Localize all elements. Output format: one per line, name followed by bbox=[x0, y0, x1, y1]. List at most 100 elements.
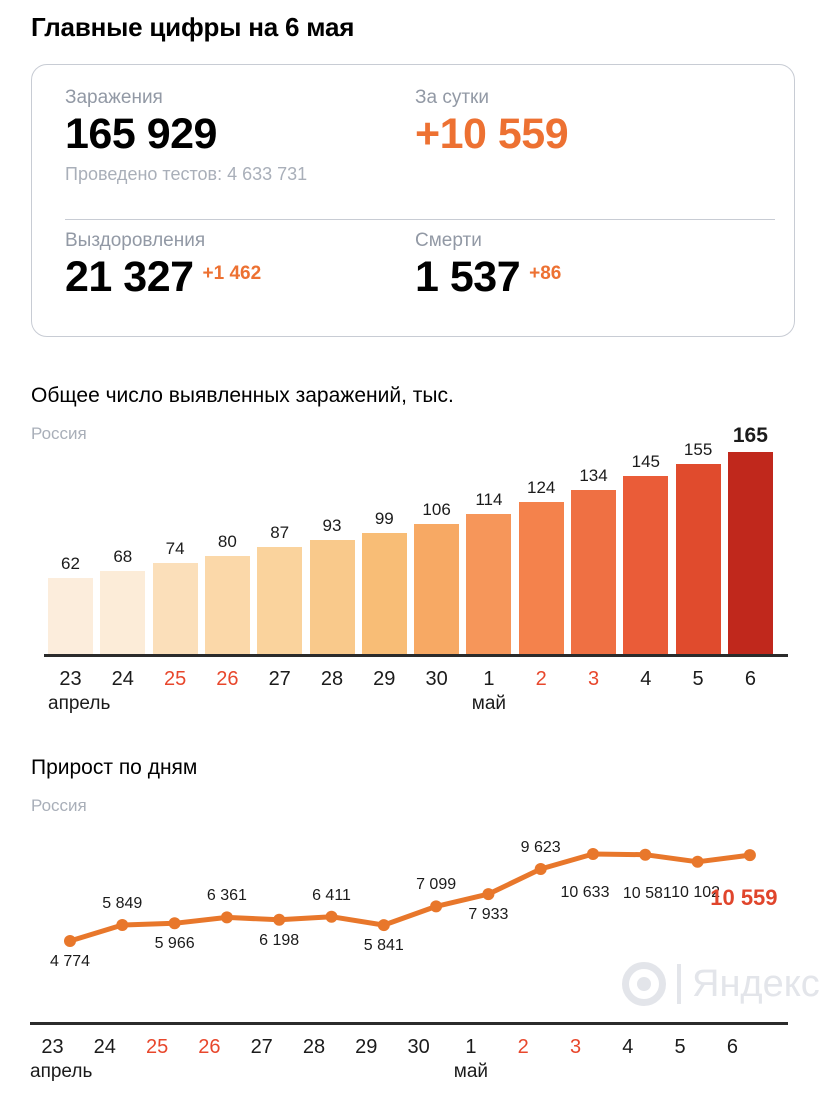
axis-day-label: 28 bbox=[320, 668, 344, 690]
axis-day-label: 4 bbox=[622, 1036, 634, 1058]
axis-day-label: 2 bbox=[517, 1036, 529, 1058]
bar-rect bbox=[571, 490, 616, 654]
axis-day-label: 25 bbox=[163, 668, 187, 690]
axis-day-label: 26 bbox=[198, 1036, 221, 1058]
bar-value-label: 68 bbox=[113, 547, 133, 566]
axis-tick: 5 bbox=[676, 666, 721, 692]
bar-value-label: 99 bbox=[374, 509, 394, 528]
line-data-point bbox=[116, 919, 129, 931]
metric-recovered: Выздоровления 21 327 +1 462 bbox=[65, 230, 261, 301]
axis-day-label: 24 bbox=[93, 1036, 116, 1058]
bar-value-label: 145 bbox=[631, 452, 660, 471]
bar-chart-subtitle: Россия bbox=[31, 424, 87, 443]
metric-daily-value: +10 559 bbox=[415, 110, 569, 158]
bar-value-label: 74 bbox=[165, 539, 185, 558]
line-value-label: 7 099 bbox=[416, 876, 457, 894]
axis-tick: 30 bbox=[396, 1034, 441, 1060]
axis-month-label: апрель bbox=[30, 1061, 93, 1082]
bar-value-label: 87 bbox=[270, 523, 290, 542]
bar-value-label: 93 bbox=[322, 516, 342, 535]
bar-rect bbox=[309, 540, 355, 654]
bar-chart-plot: 62 68 74 80 87 93 99 106 114 124 134 145 155 165 bbox=[48, 424, 780, 654]
axis-day-label: 3 bbox=[569, 1036, 582, 1058]
axis-tick: 27 bbox=[257, 666, 302, 692]
axis-tick: 23 апрель bbox=[48, 666, 111, 716]
bar-rect bbox=[466, 514, 512, 654]
bar-rect bbox=[152, 563, 198, 654]
axis-day-label: 23 bbox=[59, 668, 82, 690]
axis-day-label: 30 bbox=[407, 1036, 430, 1058]
axis-tick: 2 bbox=[519, 666, 564, 692]
axis-day-label: 25 bbox=[145, 1036, 169, 1058]
metric-recovered-label: Выздоровления bbox=[65, 230, 206, 251]
bar-value-label: 80 bbox=[217, 532, 237, 551]
line-data-point bbox=[220, 911, 233, 924]
axis-tick: 6 bbox=[728, 666, 773, 692]
axis-month-label: апрель bbox=[48, 693, 111, 714]
metric-recovered-value-group: 21 327 +1 462 bbox=[65, 252, 261, 301]
axis-tick: 26 bbox=[205, 666, 250, 692]
axis-day-label: 26 bbox=[216, 668, 239, 690]
axis-day-label: 4 bbox=[640, 668, 652, 690]
metric-deaths: Смерти 1 537 +86 bbox=[415, 230, 561, 301]
bar-rect bbox=[48, 578, 93, 654]
axis-tick: 1 май bbox=[448, 1034, 493, 1084]
line-chart-axis-labels: 23 апрель 24 25 26 27 28 29 30 1 май 2 3 4 5 6 bbox=[30, 1034, 770, 1094]
bar-chart-title: Общее число выявленных заражений, тыс. bbox=[31, 384, 454, 407]
axis-tick: 25 bbox=[153, 666, 198, 692]
summary-card: Заражения 165 929 Проведено тестов: 4 63… bbox=[31, 64, 795, 337]
axis-day-label: 28 bbox=[302, 1036, 326, 1058]
line-value-label: 6 411 bbox=[312, 886, 351, 904]
line-value-label: 6 198 bbox=[259, 931, 300, 949]
axis-day-label: 6 bbox=[744, 668, 756, 690]
line-value-label: 5 966 bbox=[154, 935, 195, 953]
bar-rect bbox=[675, 464, 721, 654]
axis-tick: 23 апрель bbox=[30, 1034, 93, 1084]
bar-value-label: 124 bbox=[527, 478, 556, 497]
line-value-label: 10 633 bbox=[560, 883, 610, 901]
axis-month-label: май bbox=[471, 693, 507, 714]
line-chart-subtitle: Россия bbox=[31, 796, 87, 815]
line-data-point bbox=[743, 849, 756, 862]
line-data-point bbox=[377, 919, 390, 932]
axis-tick: 30 bbox=[414, 666, 459, 692]
axis-tick: 24 bbox=[100, 666, 145, 692]
axis-day-label: 1 bbox=[465, 1036, 477, 1058]
axis-day-label: 27 bbox=[268, 668, 291, 690]
line-path bbox=[67, 851, 753, 944]
line-data-point bbox=[430, 900, 443, 913]
line-data-point bbox=[482, 888, 495, 901]
line-data-point bbox=[325, 910, 338, 923]
yandex-brand-label: Яндекс bbox=[692, 963, 820, 1005]
metric-tests-performed: Проведено тестов: 4 633 731 bbox=[65, 164, 308, 185]
axis-tick: 26 bbox=[187, 1034, 232, 1060]
axis-tick: 1 май bbox=[466, 666, 511, 716]
bar-value-label: 165 bbox=[732, 424, 768, 447]
axis-tick: 27 bbox=[239, 1034, 284, 1060]
line-value-label: 10 581 bbox=[622, 884, 672, 902]
axis-tick: 29 bbox=[362, 666, 407, 692]
axis-tick: 3 bbox=[553, 1034, 598, 1060]
axis-day-label: 29 bbox=[355, 1036, 378, 1058]
metric-daily: За сутки +10 559 bbox=[415, 87, 569, 158]
line-value-label: 4 774 bbox=[49, 952, 91, 970]
line-data-point bbox=[168, 917, 181, 930]
axis-tick: 6 bbox=[710, 1034, 755, 1060]
axis-tick: 2 bbox=[501, 1034, 546, 1060]
axis-day-label: 23 bbox=[41, 1036, 64, 1058]
yandex-watermark: Яндекс bbox=[622, 958, 820, 1010]
axis-day-label: 1 bbox=[483, 668, 495, 690]
bar-value-label: 134 bbox=[579, 466, 608, 485]
yandex-ring-icon bbox=[622, 962, 666, 1006]
bar-rect bbox=[100, 571, 146, 654]
metric-daily-label: За сутки bbox=[415, 87, 489, 108]
card-divider bbox=[65, 219, 775, 220]
axis-month-label: май bbox=[453, 1061, 489, 1082]
metric-recovered-delta: +1 462 bbox=[202, 263, 262, 284]
metric-deaths-delta: +86 bbox=[529, 263, 562, 284]
metric-infections: Заражения 165 929 Проведено тестов: 4 63… bbox=[65, 87, 307, 185]
line-value-label: 5 841 bbox=[363, 937, 404, 955]
axis-day-label: 5 bbox=[674, 1036, 686, 1058]
line-value-label: 10 559 bbox=[710, 885, 778, 911]
line-data-point bbox=[273, 913, 286, 926]
